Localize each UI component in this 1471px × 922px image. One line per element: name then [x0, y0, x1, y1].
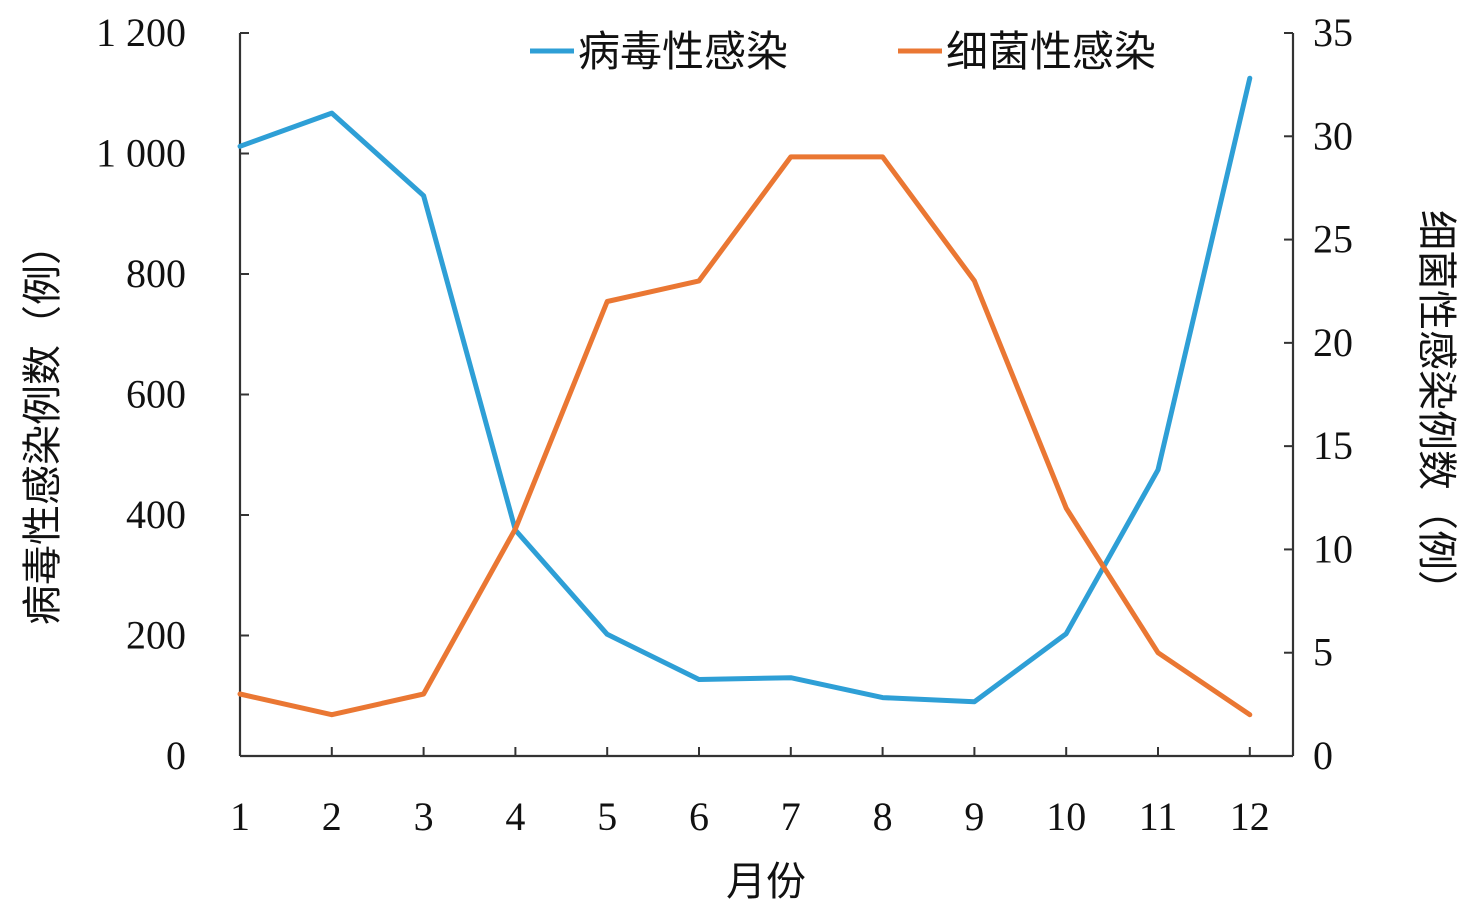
- series-line-1: [237, 75, 1253, 705]
- x-tick-label: 4: [505, 794, 525, 839]
- legend-label-1: 病毒性感染: [578, 27, 788, 76]
- right-y-axis-label: 细菌性感染例数（例）: [1413, 210, 1459, 610]
- x-tick-label: 8: [873, 794, 893, 839]
- x-tick-label: 10: [1046, 794, 1086, 839]
- x-ticks: 1 2 3 4 5 6 7 8 9 10 11 12: [230, 747, 1270, 839]
- left-y-tick-label: 1 000: [96, 131, 186, 176]
- left-y-ticks: 0 200 400 600 800 1 000 1 200: [96, 10, 249, 778]
- right-y-tick-label: 25: [1313, 217, 1353, 262]
- x-axis-label: 月份: [726, 859, 806, 905]
- right-y-ticks: 0 5 10 15 20 25 30 35: [1284, 10, 1353, 778]
- right-y-tick-label: 20: [1313, 320, 1353, 365]
- x-tick-label: 1: [230, 794, 250, 839]
- right-y-tick-label: 10: [1313, 526, 1353, 571]
- series-line-2: [237, 154, 1253, 718]
- legend: 病毒性感染 细菌性感染: [530, 27, 1156, 76]
- series-lines: [237, 75, 1253, 718]
- left-y-tick-label: 1 200: [96, 10, 186, 55]
- left-y-tick-label: 200: [126, 613, 186, 658]
- x-tick-label: 2: [322, 794, 342, 839]
- left-y-tick-label: 400: [126, 492, 186, 537]
- x-tick-label: 3: [414, 794, 434, 839]
- legend-label-2: 细菌性感染: [946, 27, 1156, 76]
- x-tick-label: 11: [1139, 794, 1178, 839]
- left-y-tick-label: 600: [126, 372, 186, 417]
- left-y-tick-label: 0: [166, 733, 186, 778]
- right-y-tick-label: 15: [1313, 423, 1353, 468]
- right-y-tick-label: 30: [1313, 113, 1353, 158]
- x-tick-label: 5: [597, 794, 617, 839]
- right-y-tick-label: 5: [1313, 630, 1333, 675]
- axes: [238, 33, 1295, 758]
- x-tick-label: 12: [1230, 794, 1270, 839]
- right-y-tick-label: 0: [1313, 733, 1333, 778]
- left-y-tick-label: 800: [126, 251, 186, 296]
- x-tick-label: 6: [689, 794, 709, 839]
- right-y-tick-label: 35: [1313, 10, 1353, 55]
- left-y-axis-label: 病毒性感染例数（例）: [20, 225, 66, 625]
- x-tick-label: 9: [964, 794, 984, 839]
- x-tick-label: 7: [781, 794, 801, 839]
